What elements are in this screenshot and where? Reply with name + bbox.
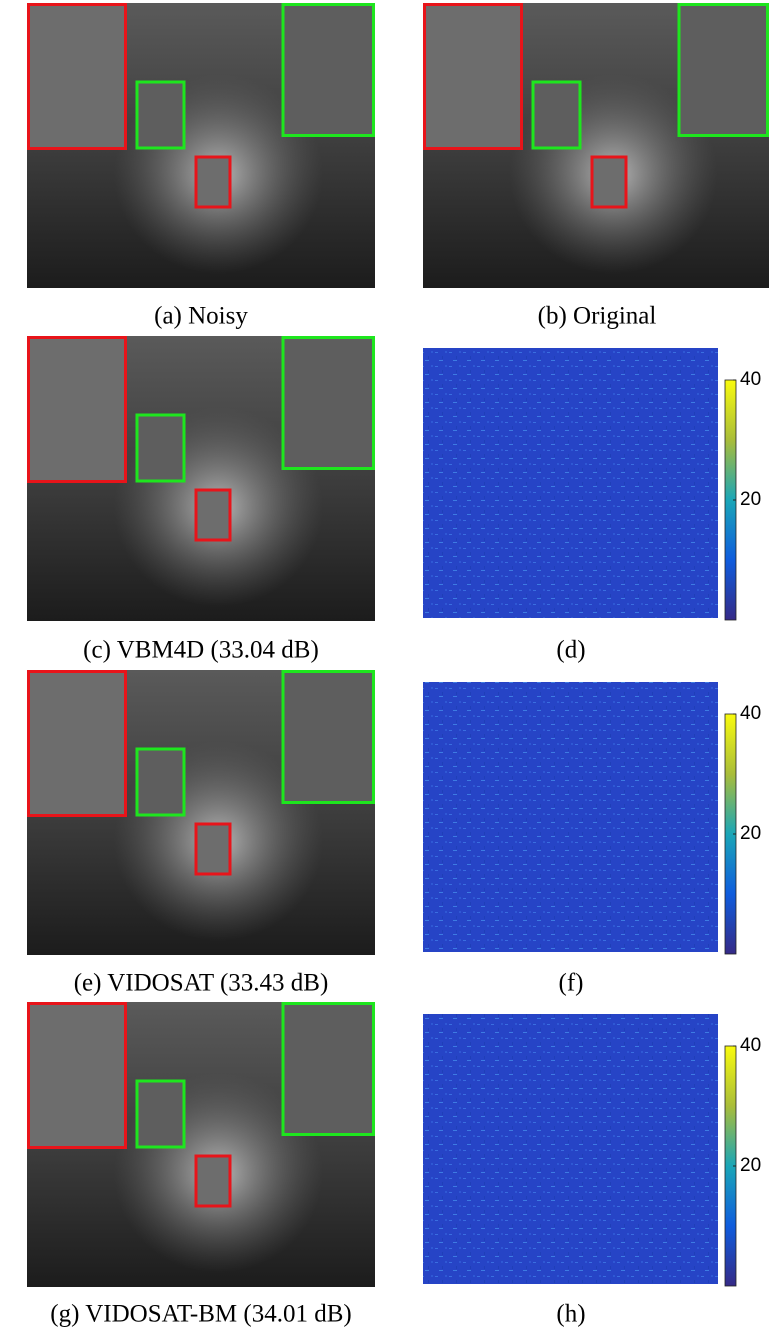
caption: (b) Original xyxy=(538,303,657,330)
colorbar-tick-label: 40 xyxy=(740,703,761,724)
error-map xyxy=(423,348,718,618)
roi-box xyxy=(533,82,580,148)
zoom-inset xyxy=(29,672,126,816)
zoom-inset xyxy=(425,5,522,149)
roi-box xyxy=(196,490,230,540)
roi-box xyxy=(196,157,230,207)
roi-box xyxy=(137,749,184,815)
zoom-inset xyxy=(283,1004,374,1135)
roi-box xyxy=(592,157,626,207)
roi-box xyxy=(196,1156,230,1206)
caption: (c) VBM4D (33.04 dB) xyxy=(83,637,319,664)
colorbar-tick-label: 40 xyxy=(740,1035,761,1056)
page: {"panels": [ {"caption": "(a) Noisy"}, {… xyxy=(0,0,769,1333)
colorbar-tick-label: 20 xyxy=(740,489,761,510)
zoom-inset xyxy=(29,5,126,149)
zoom-inset xyxy=(29,338,126,482)
caption: (f) xyxy=(559,970,584,997)
caption: (e) VIDOSAT (33.43 dB) xyxy=(74,970,329,997)
zoom-inset xyxy=(29,1004,126,1148)
roi-box xyxy=(137,1081,184,1147)
zoom-inset xyxy=(283,338,374,469)
colorbar-tick-label: 40 xyxy=(740,369,761,390)
zoom-inset xyxy=(283,5,374,136)
zoom-inset xyxy=(679,5,768,136)
caption: (h) xyxy=(556,1301,585,1328)
colorbar-tick-label: 20 xyxy=(740,823,761,844)
roi-box xyxy=(137,82,184,148)
caption: (g) VIDOSAT-BM (34.01 dB) xyxy=(50,1301,351,1328)
roi-box xyxy=(137,415,184,481)
caption: (a) Noisy xyxy=(154,303,248,330)
figure: (a) Noisy (b) Original 20 40 (c) VBM4D (33.0… xyxy=(0,0,769,1333)
error-map xyxy=(423,682,718,952)
caption: (d) xyxy=(556,637,585,664)
colorbar-tick-label: 20 xyxy=(740,1155,761,1176)
roi-box xyxy=(196,824,230,874)
zoom-inset xyxy=(283,672,374,803)
error-map xyxy=(423,1014,718,1284)
